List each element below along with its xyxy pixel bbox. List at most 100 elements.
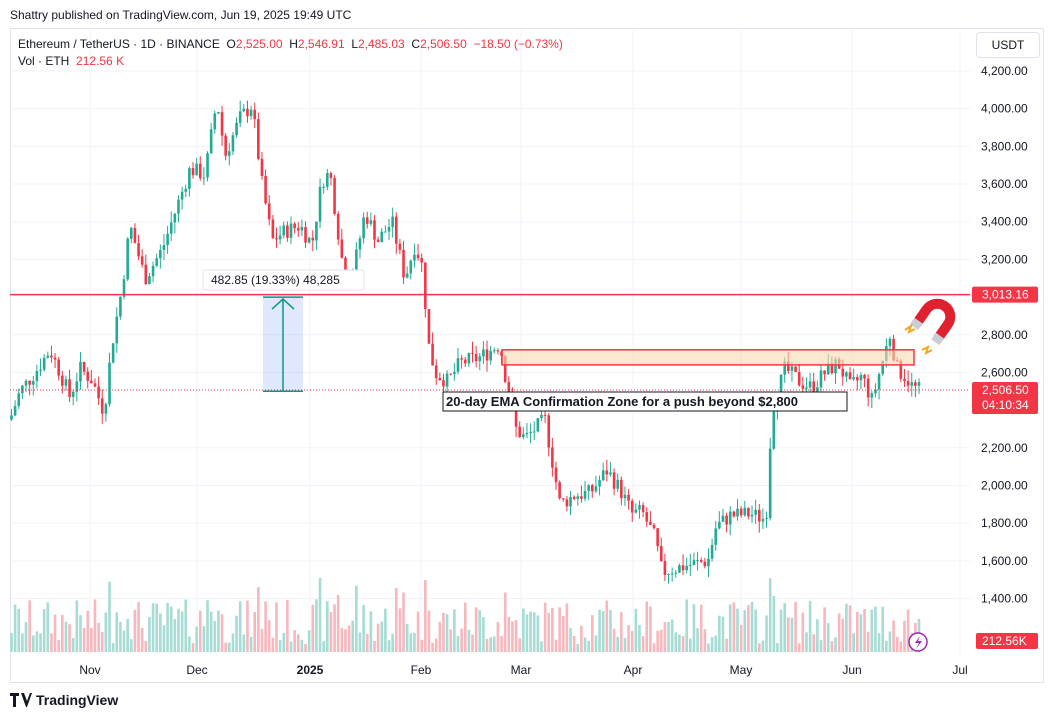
volume-bar: [463, 602, 467, 652]
volume-bar: [612, 628, 616, 652]
candle-body: [21, 385, 24, 394]
candle-body: [129, 227, 133, 239]
candle-body: [235, 122, 238, 136]
volume-bar: [888, 631, 892, 652]
candle-body: [260, 158, 264, 176]
candle-body: [870, 393, 874, 398]
volume-bar: [380, 621, 384, 652]
candle-body: [424, 262, 427, 310]
x-tick-label: Jul: [952, 663, 967, 677]
volume-bar: [456, 636, 460, 652]
candle-body: [808, 381, 812, 388]
volume-bar: [522, 608, 525, 652]
volume-bar: [638, 625, 641, 652]
volume-bar: [609, 610, 612, 652]
chart-frame[interactable]: [10, 28, 1044, 683]
candle-body: [13, 405, 17, 416]
volume-bar: [340, 628, 344, 652]
candle-body: [529, 431, 532, 433]
annotation-text: 20-day EMA Confirmation Zone for a push …: [446, 394, 798, 409]
tradingview-footer[interactable]: TradingView: [10, 692, 118, 708]
candle-body: [413, 254, 416, 261]
volume-bar: [790, 617, 794, 652]
volume-bar: [805, 632, 808, 652]
volume-bar: [750, 601, 754, 652]
candle-body: [467, 352, 471, 364]
candle-body: [198, 163, 202, 179]
volume-bar: [358, 632, 362, 652]
candle-body: [790, 366, 794, 371]
volume-bar: [634, 608, 638, 652]
volume-bar: [336, 595, 340, 652]
measure-label-box: [202, 269, 365, 291]
candle-body: [819, 370, 823, 388]
volume-bar: [409, 633, 413, 652]
candle-body: [333, 177, 336, 214]
volume-bar: [24, 622, 28, 652]
candle-body: [696, 559, 699, 561]
candle-body: [50, 355, 53, 358]
candle-body: [587, 485, 590, 491]
candle-body: [848, 372, 852, 380]
volume-bar: [195, 626, 198, 652]
candle-body: [801, 385, 805, 389]
volume-bar: [779, 609, 783, 652]
volume-bar: [373, 640, 376, 652]
candle-body: [445, 373, 449, 387]
candle-body: [826, 363, 830, 375]
currency-button[interactable]: USDT: [976, 32, 1040, 58]
volume-bar: [333, 604, 336, 652]
volume-bar: [598, 609, 601, 652]
volume-bar: [351, 620, 355, 652]
candle-body: [743, 507, 747, 516]
candle-body: [845, 372, 848, 377]
volume-bar: [496, 622, 500, 652]
volume-bar: [616, 636, 620, 652]
volume-bar: [474, 607, 478, 652]
volume-bar: [855, 611, 859, 652]
candle-body: [140, 256, 144, 265]
candle-body: [543, 414, 547, 416]
volume-bar: [692, 604, 696, 652]
x-tick-label: Nov: [79, 663, 100, 677]
candle-body: [307, 237, 311, 243]
candle-body: [398, 243, 402, 250]
candle-body: [409, 260, 413, 274]
candle-body: [859, 375, 863, 381]
volume-bar: [111, 643, 115, 652]
volume-bar: [743, 610, 747, 652]
level-price-label: 3,013.16: [982, 288, 1029, 302]
candle-body: [35, 370, 39, 382]
y-tick-label: 1,800.00: [981, 516, 1028, 530]
candle-body: [663, 560, 667, 575]
volume-value: 212.56 K: [76, 54, 125, 68]
volume-bar: [601, 611, 605, 652]
candle-body: [612, 472, 616, 489]
volume-bar: [776, 643, 779, 652]
candle-body: [293, 223, 296, 229]
volume-bar: [478, 610, 482, 652]
candle-body: [478, 356, 482, 362]
candle-body: [678, 565, 681, 573]
candle-body: [159, 250, 162, 259]
volume-bar: [402, 592, 405, 652]
candle-body: [344, 257, 347, 274]
volume-bar: [376, 623, 380, 652]
candle-body: [594, 486, 598, 492]
candle-body: [728, 511, 732, 525]
spark-icon: [921, 345, 933, 355]
volume-bar: [874, 606, 877, 652]
volume-bar: [507, 616, 511, 652]
open-label: O: [226, 37, 236, 51]
volume-bar: [300, 639, 304, 652]
candle-body: [620, 479, 623, 499]
candle-body: [536, 418, 540, 432]
volume-bar: [35, 631, 39, 652]
candle-body: [173, 213, 177, 223]
candle-body: [634, 509, 638, 513]
candle-body: [463, 359, 467, 364]
candle-body: [228, 151, 231, 156]
candle-body: [765, 517, 768, 519]
volume-bar: [61, 614, 64, 652]
